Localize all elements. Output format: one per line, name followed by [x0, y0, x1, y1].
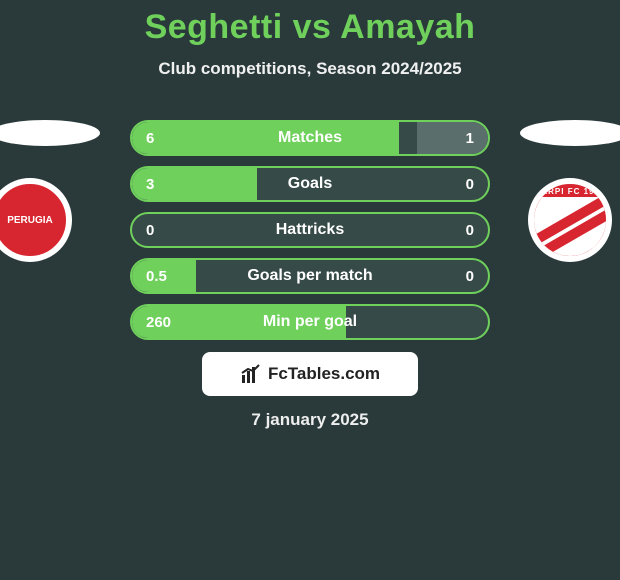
club-logo-left: PERUGIA — [0, 170, 80, 270]
stat-row: 0Hattricks0 — [130, 212, 490, 248]
stat-label: Goals — [132, 175, 488, 193]
stat-row: 260Min per goal — [130, 304, 490, 340]
stat-value-right: 0 — [466, 222, 474, 239]
stat-row: 6Matches1 — [130, 120, 490, 156]
page-title: Seghetti vs Amayah — [0, 8, 620, 47]
stat-label: Min per goal — [132, 313, 488, 331]
stat-label: Hattricks — [132, 221, 488, 239]
player-silhouette-left — [0, 120, 100, 146]
branding-text: FcTables.com — [268, 364, 380, 384]
club-logo-right: CARPI FC 1909 — [520, 170, 620, 270]
date-text: 7 january 2025 — [0, 410, 620, 430]
club-left-label: PERUGIA — [7, 215, 53, 226]
comparison-table: 6Matches13Goals00Hattricks00.5Goals per … — [130, 120, 490, 350]
chart-icon — [240, 363, 262, 385]
branding-badge[interactable]: FcTables.com — [202, 352, 418, 396]
stat-label: Goals per match — [132, 267, 488, 285]
club-right-label: CARPI FC 1909 — [534, 184, 606, 197]
stat-row: 0.5Goals per match0 — [130, 258, 490, 294]
player-silhouette-right — [520, 120, 620, 146]
page-subtitle: Club competitions, Season 2024/2025 — [0, 59, 620, 79]
stat-value-right: 1 — [466, 130, 474, 147]
club-logo-left-inner: PERUGIA — [0, 178, 72, 262]
club-right-body — [534, 197, 606, 256]
stat-row: 3Goals0 — [130, 166, 490, 202]
stat-value-right: 0 — [466, 176, 474, 193]
club-badge-left: PERUGIA — [0, 120, 100, 270]
header: Seghetti vs Amayah Club competitions, Se… — [0, 0, 620, 79]
club-badge-right: CARPI FC 1909 — [520, 120, 620, 270]
stat-label: Matches — [132, 129, 488, 147]
club-logo-right-inner: CARPI FC 1909 — [528, 178, 612, 262]
stat-value-right: 0 — [466, 268, 474, 285]
